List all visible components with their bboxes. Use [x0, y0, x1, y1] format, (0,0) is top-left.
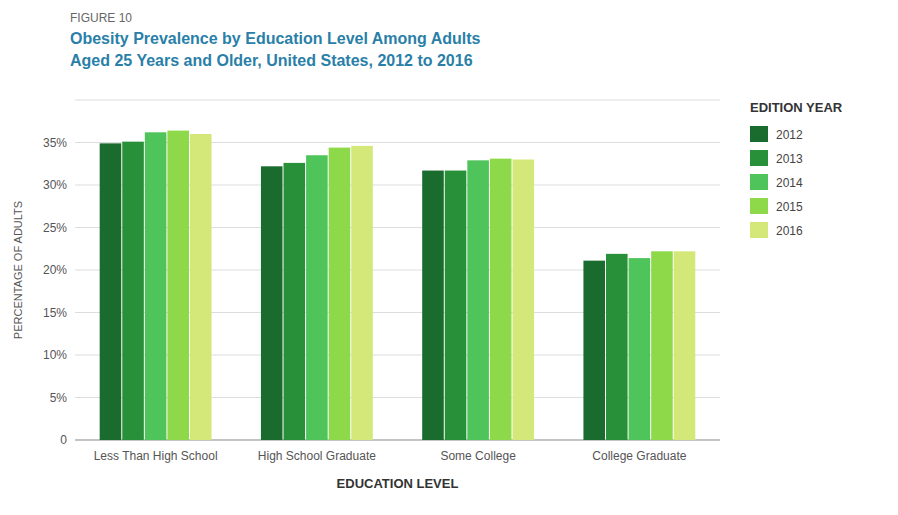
- bar: [306, 155, 328, 440]
- legend-swatch: [750, 150, 768, 166]
- legend-label: 2014: [776, 176, 803, 190]
- bar: [445, 171, 467, 440]
- y-tick-label: 25%: [43, 221, 67, 235]
- y-axis-label: PERCENTAGE OF ADULTS: [12, 201, 24, 339]
- chart: FIGURE 10 Obesity Prevalence by Education…: [0, 0, 898, 515]
- legend-title: EDITION YEAR: [750, 100, 843, 115]
- bar: [261, 166, 283, 440]
- x-tick-label: College Graduate: [592, 449, 686, 463]
- legend-swatch: [750, 126, 768, 142]
- legend: EDITION YEAR 2012 2013 2014 2015 2016: [750, 100, 843, 238]
- legend-swatch: [750, 174, 768, 190]
- subtitle: Aged 25 Years and Older, United States, …: [70, 52, 473, 69]
- bar: [606, 254, 628, 440]
- bar: [167, 131, 189, 440]
- y-tick-label: 20%: [43, 263, 67, 277]
- bar: [122, 142, 144, 440]
- bars: [100, 131, 696, 440]
- legend-label: 2016: [776, 224, 803, 238]
- legend-label: 2015: [776, 200, 803, 214]
- bar: [467, 160, 489, 440]
- bar: [422, 171, 444, 440]
- legend-label: 2012: [776, 128, 803, 142]
- legend-label: 2013: [776, 152, 803, 166]
- grid: [75, 100, 720, 440]
- x-tick-label: Some College: [440, 449, 516, 463]
- bar: [351, 146, 373, 440]
- background: [0, 0, 898, 515]
- bar: [490, 159, 512, 440]
- bar: [512, 160, 534, 441]
- y-tick-label: 10%: [43, 348, 67, 362]
- bar: [651, 251, 673, 440]
- bar: [674, 251, 696, 440]
- legend-swatch: [750, 198, 768, 214]
- figure-label: FIGURE 10: [70, 11, 132, 25]
- x-tick-label: Less Than High School: [94, 449, 218, 463]
- y-tick-label: 30%: [43, 178, 67, 192]
- bar: [583, 261, 605, 440]
- y-tick-label: 5%: [50, 391, 68, 405]
- y-tick-label: 35%: [43, 136, 67, 150]
- x-tick-label: High School Graduate: [258, 449, 376, 463]
- y-tick-label: 0: [60, 433, 67, 447]
- bar: [329, 148, 351, 440]
- y-tick-label: 15%: [43, 306, 67, 320]
- grid-line: [75, 100, 720, 101]
- x-axis-label: EDUCATION LEVEL: [337, 476, 459, 491]
- title: Obesity Prevalence by Education Level Am…: [70, 30, 481, 47]
- bar: [629, 258, 651, 440]
- legend-swatch: [750, 222, 768, 238]
- bar: [100, 143, 122, 440]
- bar: [190, 134, 212, 440]
- bar: [284, 163, 306, 440]
- bar: [145, 132, 167, 440]
